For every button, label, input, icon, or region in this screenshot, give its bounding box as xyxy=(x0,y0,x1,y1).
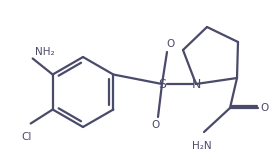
Text: O: O xyxy=(152,120,160,130)
Text: O: O xyxy=(261,103,269,113)
Text: Cl: Cl xyxy=(21,132,32,141)
Text: N: N xyxy=(191,77,201,91)
Text: NH₂: NH₂ xyxy=(35,47,54,56)
Text: S: S xyxy=(158,77,166,91)
Text: O: O xyxy=(167,39,175,49)
Text: H₂N: H₂N xyxy=(192,141,212,151)
